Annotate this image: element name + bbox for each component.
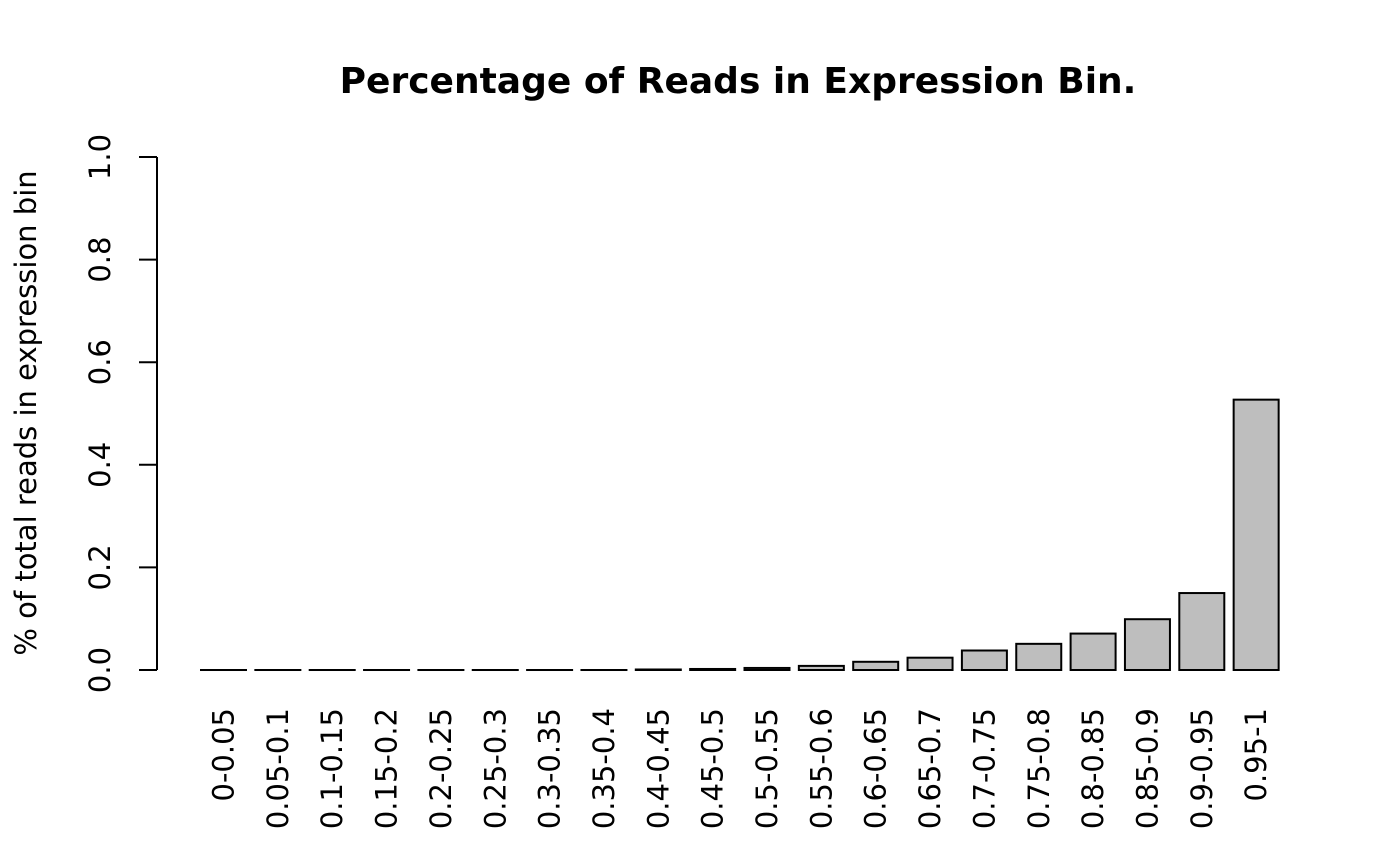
x-tick-label: 0.3-0.35 <box>533 708 567 829</box>
bar <box>1069 632 1117 672</box>
y-tick-label: 0.2 <box>83 544 117 590</box>
x-tick-label: 0-0.05 <box>207 708 241 802</box>
x-tick-label: 0.95-1 <box>1239 708 1273 802</box>
x-tick-label: 0.75-0.8 <box>1022 708 1056 829</box>
x-tick-label: 0.35-0.4 <box>587 708 621 829</box>
y-axis: 0.0 0.2 0.4 0.6 0.8 1.0 <box>83 134 158 693</box>
x-axis-labels: 0-0.05 0.05-0.1 0.1-0.15 0.15-0.2 0.2-0.25 0.… <box>207 708 1274 829</box>
x-tick-label: 0.2-0.25 <box>424 708 458 829</box>
y-tick-label: 1.0 <box>83 134 117 180</box>
x-tick-label: 0.05-0.1 <box>261 708 295 829</box>
x-tick-label: 0.15-0.2 <box>370 708 404 829</box>
bar <box>634 668 682 671</box>
bars <box>200 398 1280 672</box>
x-tick-label: 0.45-0.5 <box>696 708 730 829</box>
x-tick-label: 0.9-0.95 <box>1185 708 1219 829</box>
x-tick-label: 0.55-0.6 <box>804 708 838 829</box>
y-axis-label: % of total reads in expression bin <box>9 170 43 655</box>
x-tick-label: 0.8-0.85 <box>1076 708 1110 829</box>
y-tick-label: 0.8 <box>83 237 117 283</box>
x-tick-label: 0.25-0.3 <box>478 708 512 829</box>
x-tick-label: 0.1-0.15 <box>315 708 349 829</box>
chart-title: Percentage of Reads in Expression Bin. <box>340 61 1137 102</box>
y-tick-label: 0.6 <box>83 339 117 385</box>
bar <box>852 660 900 671</box>
y-tick-label: 0.0 <box>83 647 117 693</box>
x-tick-label: 0.65-0.7 <box>913 708 947 829</box>
x-tick-label: 0.6-0.65 <box>859 708 893 829</box>
x-tick-label: 0.4-0.45 <box>641 708 675 829</box>
x-tick-label: 0.85-0.9 <box>1130 708 1164 829</box>
bar <box>743 666 791 671</box>
y-tick-label: 0.4 <box>83 442 117 488</box>
bar <box>797 664 845 671</box>
bar <box>1015 642 1063 671</box>
bar <box>1178 592 1226 671</box>
x-tick-label: 0.7-0.75 <box>967 708 1001 829</box>
bar <box>1232 398 1280 671</box>
x-tick-label: 0.5-0.55 <box>750 708 784 829</box>
bar <box>960 649 1008 671</box>
bar <box>906 656 954 671</box>
bar <box>689 667 737 671</box>
bar <box>1123 618 1171 672</box>
